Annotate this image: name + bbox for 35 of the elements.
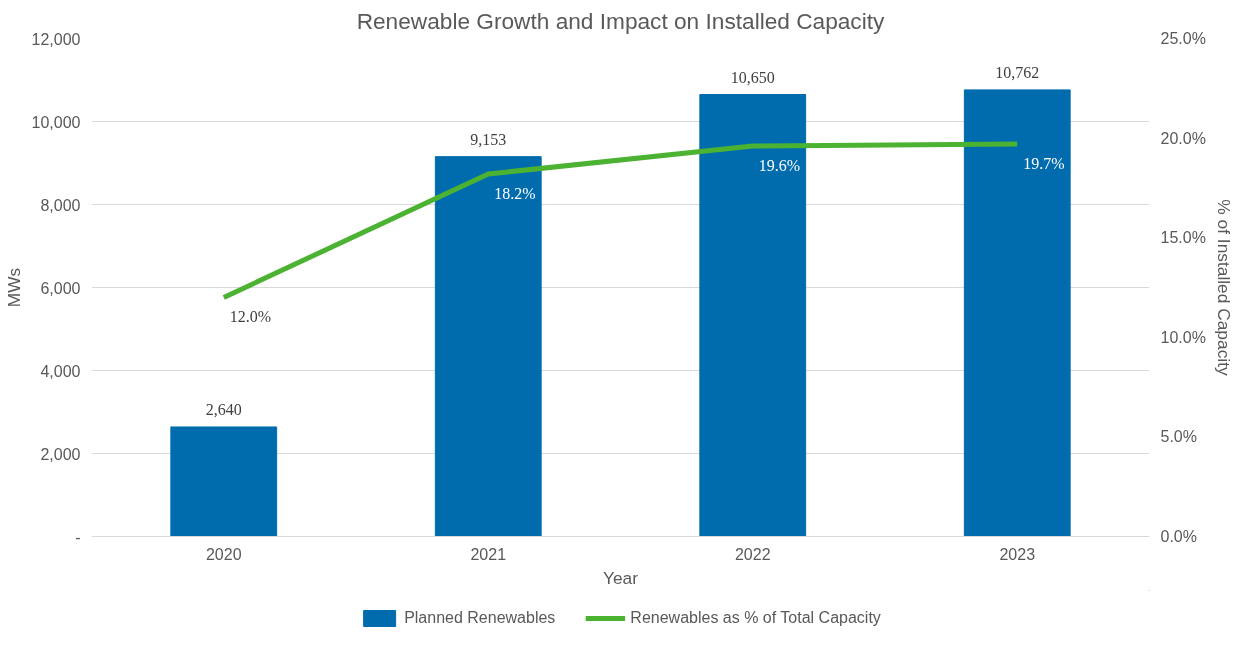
y2-tick-label: 5.0% [1160,428,1197,446]
bar [170,426,278,537]
data-label: 9,153 [470,130,507,148]
x-tick-label: 2022 [734,545,771,563]
y2-tick-label: 25.0% [1160,30,1206,47]
y2-tick-label: 10.0% [1160,328,1206,346]
x-tick-label: 2021 [470,545,507,563]
bar [434,156,542,537]
data-label: 12.0% [229,308,272,326]
y-tick-label: 12,000 [31,30,81,48]
y-tick-label: - [75,528,81,546]
y-tick-label: 6,000 [40,279,81,297]
y-tick-label: 8,000 [40,196,81,214]
x-tick-label: 2020 [205,545,242,563]
chart-title: Renewable Growth and Impact on Installed Capacity [356,7,886,34]
y-axis-title: MWs [3,267,24,308]
y-tick-label: 4,000 [40,362,81,380]
y-tick-label: 2,000 [40,445,81,463]
data-label: 2,640 [205,400,242,418]
data-label: 18.2% [494,184,536,202]
y2-tick-label: 20.0% [1160,129,1206,147]
legend-label: Renewables as % of Total Capacity [630,608,881,627]
data-label: 10,762 [995,63,1040,81]
legend-label: Planned Renewables [404,608,556,627]
y2-tick-label: 15.0% [1160,229,1206,247]
x-tick-label: 2023 [999,545,1036,563]
x-axis-title: Year [602,567,639,588]
data-label: 19.7% [1023,155,1065,173]
y-tick-label: 10,000 [31,113,81,131]
bar [699,94,807,537]
data-label: 10,650 [730,68,775,86]
data-label: 19.6% [758,157,801,175]
bar [963,89,1071,537]
y2-tick-label: 0.0% [1160,528,1197,545]
y2-axis-title: % of Installed Capacity [1213,199,1234,376]
